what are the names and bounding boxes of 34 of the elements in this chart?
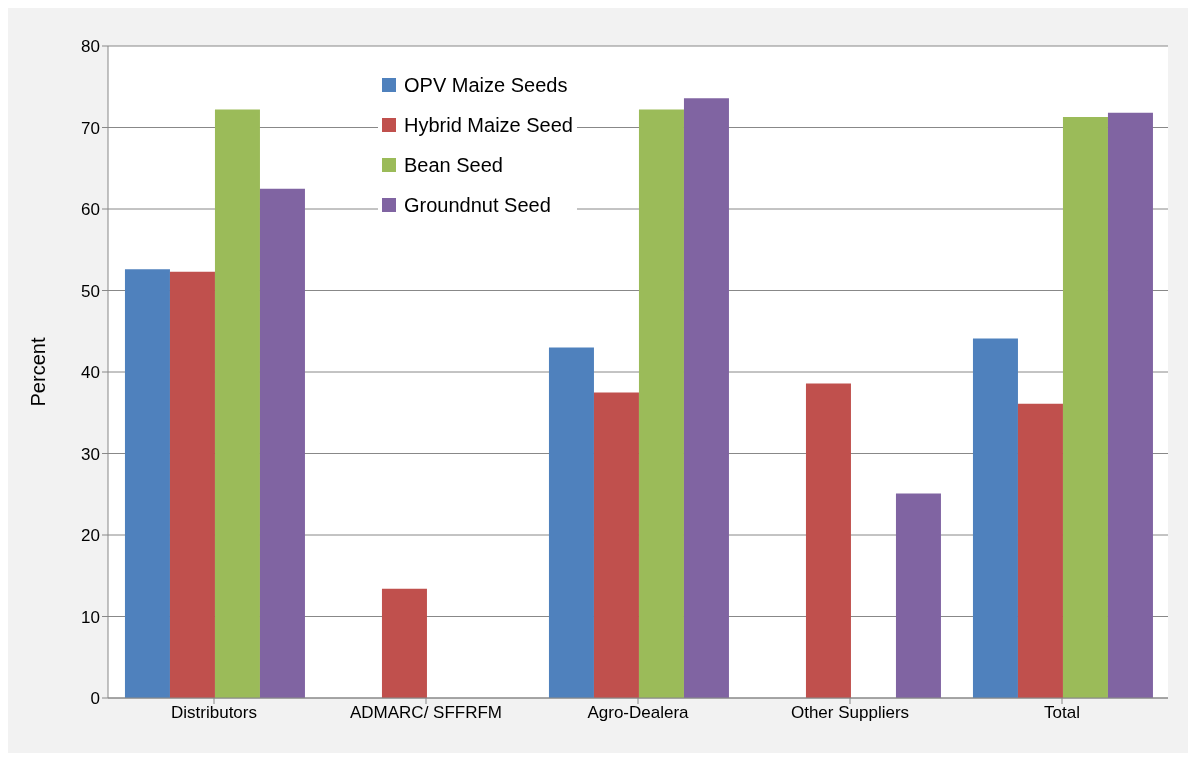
y-tick-label: 20 bbox=[81, 526, 100, 546]
bar bbox=[214, 109, 260, 698]
legend-label: Hybrid Maize Seed bbox=[404, 113, 573, 138]
bar bbox=[381, 588, 427, 698]
y-tick-label: 10 bbox=[81, 607, 100, 627]
y-tick-label: 80 bbox=[81, 37, 100, 57]
bar bbox=[972, 338, 1018, 698]
y-tick-label: 30 bbox=[81, 444, 100, 464]
bar bbox=[895, 493, 941, 698]
bar bbox=[124, 269, 170, 698]
x-tick-label: Other Suppliers bbox=[790, 703, 910, 723]
bar bbox=[683, 98, 729, 698]
y-tick-label: 50 bbox=[81, 281, 100, 301]
bar bbox=[593, 392, 639, 698]
y-tick-label: 0 bbox=[90, 689, 100, 709]
bar bbox=[548, 347, 594, 698]
x-tick-label: Total bbox=[1044, 703, 1080, 723]
y-axis-title: Percent bbox=[27, 337, 50, 407]
bar bbox=[1017, 403, 1063, 698]
bar bbox=[1062, 116, 1108, 698]
legend-label: OPV Maize Seeds bbox=[404, 73, 568, 98]
y-tick-label: 40 bbox=[81, 363, 100, 383]
legend-label: Groundnut Seed bbox=[404, 193, 551, 218]
x-tick-label: ADMARC/ SFFRFM bbox=[349, 703, 503, 723]
x-tick-label: Agro-Dealera bbox=[587, 703, 690, 723]
bar bbox=[638, 109, 684, 698]
y-tick-label: 70 bbox=[81, 118, 100, 138]
bar bbox=[259, 188, 305, 698]
bar bbox=[169, 271, 215, 698]
x-tick-label: Distributors bbox=[171, 703, 257, 723]
bar bbox=[1107, 112, 1153, 698]
y-tick-label: 60 bbox=[81, 200, 100, 220]
legend-label: Bean Seed bbox=[404, 153, 503, 178]
bar bbox=[805, 383, 851, 698]
